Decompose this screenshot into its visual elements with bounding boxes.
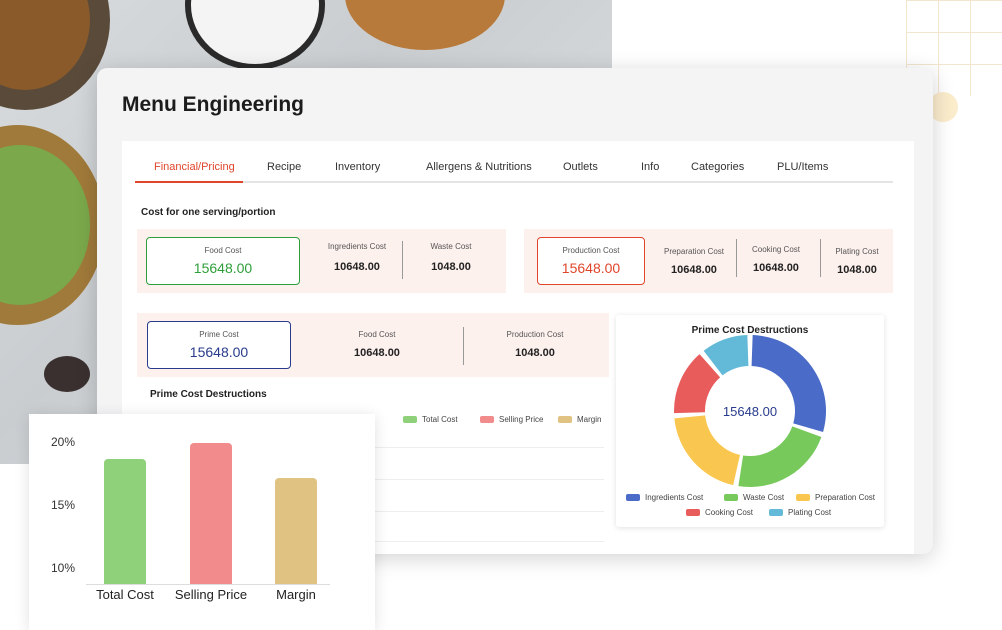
prime-food-cost-label: Food Cost (358, 330, 396, 339)
legend-swatch (686, 509, 700, 517)
donut-legend-ingredients-cost: Ingredients Cost (626, 493, 703, 502)
tab-financial-pricing[interactable]: Financial/Pricing (154, 161, 235, 173)
tab-categories[interactable]: Categories (691, 161, 745, 173)
ingredients-cost-label: Ingredients Cost (327, 242, 387, 251)
legend-swatch (626, 494, 640, 502)
prime-cost-label: Prime Cost (199, 330, 239, 339)
legend-item-selling-price: Selling Price (480, 415, 543, 424)
waste-cost-label: Waste Cost (430, 242, 472, 251)
tab-allergens-nutritions[interactable]: Allergens & Nutritions (426, 161, 532, 173)
preparation-cost-value: 10648.00 (671, 264, 717, 276)
donut-slice-waste-cost (738, 426, 822, 487)
donut-chart-title: Prime Cost Destructions (691, 325, 809, 336)
tab-plu-items[interactable]: PLU/Items (777, 161, 829, 173)
bar-selling-price (190, 442, 232, 584)
gridline (372, 541, 604, 542)
tab-recipe[interactable]: Recipe (267, 161, 302, 173)
x-tick-label: Selling Price (174, 587, 248, 602)
legend-item-margin: Margin (558, 415, 601, 424)
tab-outlets[interactable]: Outlets (563, 161, 598, 173)
tab-inventory[interactable]: Inventory (335, 161, 381, 173)
cooking-cost-label: Cooking Cost (751, 245, 801, 254)
x-tick-label: Total Cost (96, 587, 154, 602)
legend-swatch (403, 416, 417, 424)
preparation-cost-item: Preparation Cost 10648.00 (656, 247, 732, 276)
circle-decoration (928, 92, 958, 122)
active-tab-indicator (135, 181, 243, 183)
preparation-cost-label: Preparation Cost (663, 247, 725, 256)
waste-cost-item: Waste Cost 1048.00 (409, 242, 493, 273)
food-cost-box: Food Cost 15648.00 (146, 237, 300, 285)
plating-cost-item: Plating Cost 1048.00 (824, 247, 890, 276)
donut-center-value: 15648.00 (722, 404, 778, 419)
gridline (372, 447, 604, 448)
legend-swatch (724, 494, 738, 502)
donut-slice-preparation-cost (674, 415, 741, 486)
production-cost-box: Production Cost 15648.00 (537, 237, 645, 285)
prime-production-cost-item: Production Cost 1048.00 (487, 330, 583, 359)
donut-chart (674, 335, 826, 487)
food-cost-panel: Food Cost 15648.00 Ingredients Cost 1064… (137, 229, 506, 293)
cost-section-heading: Cost for one serving/portion (141, 207, 276, 218)
prime-production-cost-label: Production Cost (506, 330, 564, 339)
y-tick-label: 20% (51, 434, 76, 449)
ingredients-cost-item: Ingredients Cost 10648.00 (305, 242, 409, 273)
y-tick-label: 10% (51, 560, 76, 575)
prime-cost-box: Prime Cost 15648.00 (147, 321, 291, 369)
legend-swatch (796, 494, 810, 502)
donut-slice-ingredients-cost (751, 335, 826, 432)
production-cost-label: Production Cost (562, 246, 620, 255)
divider (463, 327, 464, 365)
x-tick-label: Margin (276, 587, 316, 602)
prime-food-cost-item: Food Cost 10648.00 (327, 330, 427, 359)
production-cost-panel: Production Cost 15648.00 Preparation Cos… (524, 229, 893, 293)
legend-swatch (769, 509, 783, 517)
donut-chart-card: Prime Cost Destructions 15648.00 Ingredi… (616, 315, 884, 527)
prime-food-cost-value: 10648.00 (354, 347, 400, 359)
divider (820, 239, 821, 277)
waste-cost-value: 1048.00 (431, 261, 471, 273)
bar-chart-overlay: 20% 15% 10% Total Cost Selling Price Margin (29, 414, 375, 630)
divider (736, 239, 737, 277)
production-cost-value: 15648.00 (561, 260, 621, 276)
prime-production-cost-value: 1048.00 (515, 347, 555, 359)
ingredients-cost-value: 10648.00 (334, 261, 380, 273)
bar-chart-heading: Prime Cost Destructions (150, 389, 267, 400)
legend-swatch (558, 416, 572, 424)
legend-swatch (480, 416, 494, 424)
prime-cost-panel: Prime Cost 15648.00 Food Cost 10648.00 P… (137, 313, 609, 377)
donut-legend-preparation-cost: Preparation Cost (796, 493, 875, 502)
bar-total-cost (104, 459, 146, 584)
legend-item-total-cost: Total Cost (403, 415, 458, 424)
donut-legend-waste-cost: Waste Cost (724, 493, 784, 502)
donut-legend-cooking-cost: Cooking Cost (686, 508, 753, 517)
food-cost-label: Food Cost (204, 246, 242, 255)
x-axis-baseline (86, 584, 330, 585)
page-title: Menu Engineering (122, 93, 305, 116)
donut-slice-cooking-cost (674, 354, 721, 414)
cooking-cost-value: 10648.00 (753, 262, 799, 274)
bar-margin (275, 478, 317, 584)
tab-bar: Financial/Pricing Recipe Inventory Aller… (135, 153, 893, 183)
gridline (372, 511, 604, 512)
y-tick-label: 15% (51, 497, 76, 512)
donut-legend-plating-cost: Plating Cost (769, 508, 831, 517)
donut-slice-plating-cost (703, 335, 749, 376)
gridline (372, 479, 604, 480)
plating-cost-value: 1048.00 (837, 264, 877, 276)
cooking-cost-item: Cooking Cost 10648.00 (740, 245, 812, 274)
divider (402, 241, 403, 279)
food-cost-value: 15648.00 (193, 260, 253, 276)
tab-info[interactable]: Info (641, 161, 660, 173)
prime-cost-value: 15648.00 (189, 344, 249, 360)
plating-cost-label: Plating Cost (835, 247, 879, 256)
